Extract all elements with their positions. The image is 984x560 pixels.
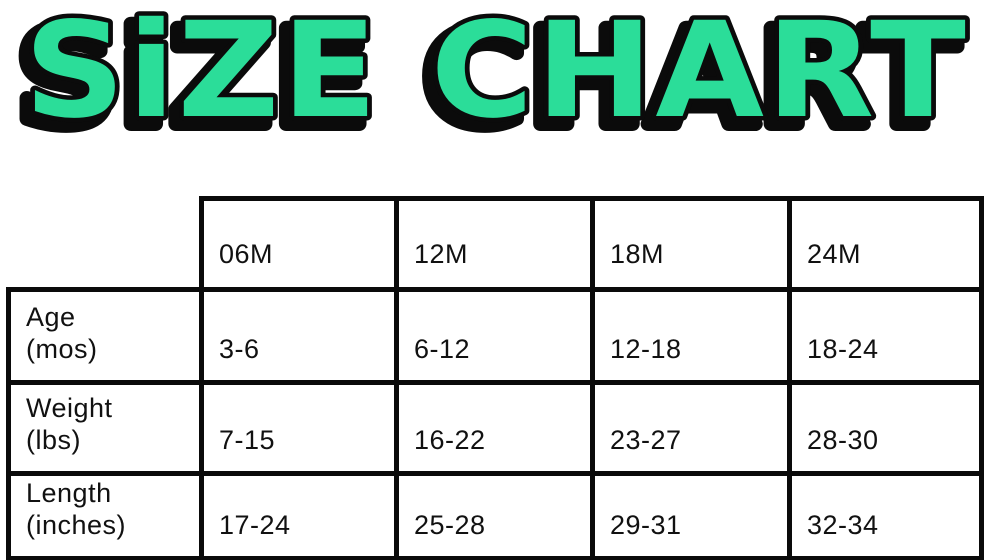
cell-age-18m: 12-18: [590, 287, 792, 385]
column-header-18m: 18M: [590, 196, 792, 292]
cell-length-12m: 25-28: [394, 471, 595, 560]
size-table: 06M 12M 18M 24M Age (mos) 3-6 6-12 12-18…: [6, 196, 984, 560]
cell-age-06m: 3-6: [199, 287, 399, 385]
column-header-06m: 06M: [199, 196, 399, 292]
row-label-weight-text: Weight: [26, 393, 113, 424]
row-label-weight: Weight (lbs): [6, 380, 204, 476]
page-title: SiZE CHART SiZE CHART: [9, 0, 971, 158]
page-title-text: SiZE CHART: [24, 0, 968, 148]
column-header-12m: 12M: [394, 196, 595, 292]
page-title-shadow-text: SiZE CHART: [16, 2, 960, 156]
cell-age-12m: 6-12: [394, 287, 595, 385]
cell-length-24m: 32-34: [787, 471, 984, 560]
table-corner-blank: [9, 199, 202, 290]
row-label-age-text: Age: [26, 302, 76, 333]
table-row-weight: Weight (lbs) 7-15 16-22 23-27 28-30: [6, 380, 984, 476]
cell-age-24m: 18-24: [787, 287, 984, 385]
cell-weight-18m: 23-27: [590, 380, 792, 476]
cell-weight-06m: 7-15: [199, 380, 399, 476]
column-header-24m: 24M: [787, 196, 984, 292]
row-label-length-text: Length: [26, 478, 112, 509]
cell-weight-24m: 28-30: [787, 380, 984, 476]
table-header-row: 06M 12M 18M 24M: [9, 196, 984, 292]
cell-length-18m: 29-31: [590, 471, 792, 560]
row-label-length: Length (inches): [6, 471, 204, 560]
cell-weight-12m: 16-22: [394, 380, 595, 476]
row-label-age: Age (mos): [6, 287, 204, 385]
row-label-age-unit: (mos): [26, 334, 98, 365]
table-row-age: Age (mos) 3-6 6-12 12-18 18-24: [6, 287, 984, 385]
table-row-length: Length (inches) 17-24 25-28 29-31 32-34: [6, 471, 984, 560]
row-label-length-unit: (inches): [26, 510, 127, 541]
cell-length-06m: 17-24: [199, 471, 399, 560]
row-label-weight-unit: (lbs): [26, 425, 81, 456]
